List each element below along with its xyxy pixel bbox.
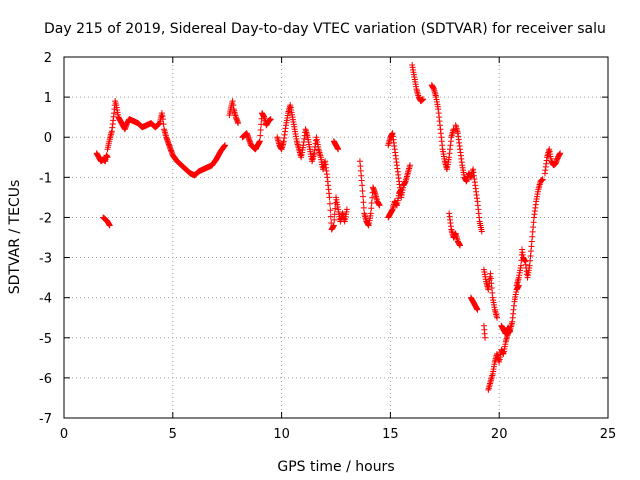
data-point — [256, 138, 263, 145]
y-tick-label: -5 — [39, 332, 52, 347]
data-point — [359, 182, 366, 189]
y-tick-label: -6 — [39, 372, 52, 387]
x-tick-label: 10 — [273, 427, 290, 442]
data-point — [360, 199, 367, 206]
data-point — [359, 193, 366, 200]
data-point — [367, 210, 374, 217]
data-point — [368, 200, 375, 207]
data-point — [507, 328, 514, 335]
data-point — [331, 216, 338, 223]
data-point — [474, 306, 481, 313]
data-point — [360, 204, 367, 211]
data-point — [160, 116, 167, 123]
data-point — [230, 102, 237, 109]
x-tick-label: 5 — [169, 427, 177, 442]
x-tick-label: 15 — [382, 427, 399, 442]
y-tick-label: -7 — [39, 412, 52, 427]
y-tick-label: -3 — [39, 252, 52, 267]
x-tick-label: 0 — [60, 427, 68, 442]
y-tick-label: 1 — [44, 91, 52, 106]
data-point — [106, 222, 113, 229]
data-point — [359, 187, 366, 194]
data-point — [235, 120, 242, 127]
y-tick-label: -1 — [39, 171, 52, 186]
y-tick-label: -4 — [39, 292, 52, 307]
data-point — [343, 206, 350, 213]
chart-title: Day 215 of 2019, Sidereal Day-to-day VTE… — [44, 21, 606, 37]
y-axis-label: SDTVAR / TECUs — [7, 180, 23, 295]
data-point — [326, 194, 333, 201]
data-point — [368, 205, 375, 212]
data-point — [327, 207, 334, 214]
data-point — [160, 121, 167, 128]
data-points — [93, 62, 564, 393]
data-point — [159, 113, 166, 120]
x-axis-label: GPS time / hours — [277, 459, 394, 475]
y-tick-label: 2 — [44, 51, 52, 66]
y-tick-label: -2 — [39, 211, 52, 226]
data-point — [539, 176, 546, 183]
axis-ticks: 0 5 10 15 20 25 -7 -6 -5 -4 -3 -2 -1 0 1 2 — [39, 51, 616, 442]
data-point — [406, 162, 413, 169]
y-tick-label: 0 — [44, 131, 52, 146]
data-point — [267, 116, 274, 123]
data-point — [398, 186, 405, 193]
x-tick-label: 20 — [491, 427, 508, 442]
data-point — [104, 154, 111, 161]
data-point — [420, 96, 427, 103]
data-point — [258, 121, 265, 128]
x-tick-label: 25 — [600, 427, 617, 442]
data-point — [376, 202, 383, 209]
data-point — [229, 98, 236, 105]
data-point — [482, 334, 489, 341]
data-point — [330, 222, 337, 229]
data-point — [158, 110, 165, 117]
data-point — [335, 146, 342, 153]
data-point — [257, 127, 264, 134]
data-point — [478, 228, 485, 235]
plot-frame — [63, 56, 609, 419]
data-point — [327, 213, 334, 220]
data-point — [557, 150, 564, 157]
data-point — [326, 200, 333, 207]
data-point — [222, 142, 229, 149]
data-point — [257, 132, 264, 139]
data-point — [457, 242, 464, 249]
data-point — [494, 314, 501, 321]
data-point — [517, 262, 524, 269]
grid — [64, 57, 608, 418]
